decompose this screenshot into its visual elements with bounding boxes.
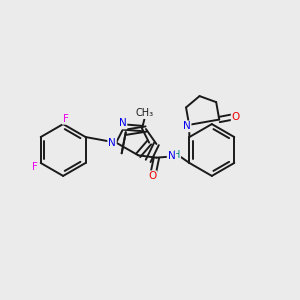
Text: F: F: [63, 114, 68, 124]
Text: F: F: [32, 162, 38, 172]
Text: O: O: [148, 171, 156, 181]
Text: N: N: [168, 152, 176, 161]
Text: CH₃: CH₃: [136, 108, 154, 118]
Text: N: N: [108, 138, 116, 148]
Text: H: H: [173, 150, 180, 160]
Text: O: O: [232, 112, 240, 122]
Text: N: N: [183, 121, 190, 131]
Text: N: N: [119, 118, 127, 128]
